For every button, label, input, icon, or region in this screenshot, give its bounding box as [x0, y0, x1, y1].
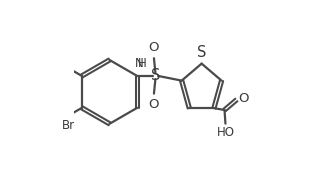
Text: Br: Br	[61, 119, 75, 132]
Text: O: O	[149, 98, 159, 111]
Text: N: N	[134, 57, 143, 70]
Text: O: O	[149, 41, 159, 54]
Text: H: H	[138, 57, 147, 70]
Text: S: S	[197, 45, 206, 60]
Text: HO: HO	[216, 126, 234, 139]
Text: S: S	[151, 68, 160, 83]
Text: O: O	[239, 92, 249, 105]
